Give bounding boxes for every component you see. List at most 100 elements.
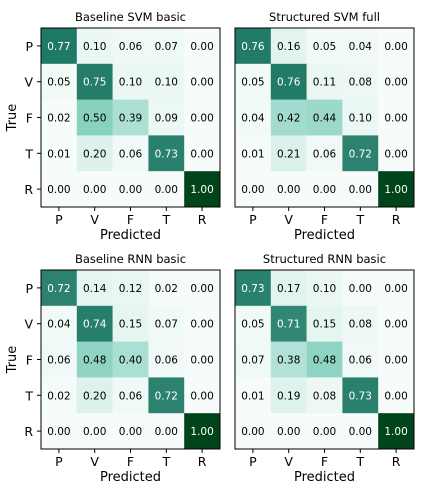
heatmap-cell <box>342 28 379 65</box>
cell-value-label: 0.17 <box>277 283 300 295</box>
heatmap-cell <box>378 270 415 307</box>
heatmap-cell <box>342 63 379 100</box>
chart-title: Baseline SVM basic <box>75 10 186 24</box>
x-tick-label: R <box>392 212 401 227</box>
x-tick-label: V <box>284 454 293 469</box>
x-tick-label: F <box>127 212 134 227</box>
chart-title: Structured SVM full <box>269 10 380 24</box>
cell-value-label: 0.38 <box>277 355 300 367</box>
heatmap-cell <box>342 413 379 450</box>
heatmap-cell <box>342 377 379 414</box>
chart-title: Structured RNN basic <box>263 252 386 266</box>
heatmap-cell <box>112 135 149 172</box>
heatmap-cell <box>270 413 307 450</box>
cell-value-label: 0.10 <box>155 77 178 89</box>
heatmap-cell <box>184 341 221 378</box>
heatmap-cell <box>270 99 307 136</box>
heatmap-cell <box>41 270 78 307</box>
y-tick-label: T <box>24 146 33 161</box>
heatmap-cell <box>148 413 185 450</box>
cell-value-label: 0.00 <box>384 355 407 367</box>
x-axis-label: Predicted <box>294 228 355 243</box>
cell-value-label: 0.11 <box>313 77 336 89</box>
heatmap-cell <box>306 377 343 414</box>
heatmap-cell <box>378 99 415 136</box>
cell-value-label: 0.00 <box>190 41 213 53</box>
heatmap-cell <box>112 413 149 450</box>
cell-value-label: 0.04 <box>349 41 373 53</box>
heatmap-cell <box>184 171 221 208</box>
heatmap-cell <box>76 135 113 172</box>
heatmap-cell <box>306 171 343 208</box>
heatmap-cell <box>76 28 113 65</box>
heatmap-cell <box>41 413 78 450</box>
x-axis-label: Predicted <box>100 228 161 243</box>
x-tick-label: T <box>355 212 364 227</box>
cell-value-label: 0.15 <box>313 319 336 331</box>
heatmap-cell <box>184 63 221 100</box>
heatmap-cell <box>235 171 272 208</box>
cell-value-label: 0.00 <box>384 283 407 295</box>
heatmap-cell <box>148 270 185 307</box>
y-tick-label: F <box>26 353 33 368</box>
heatmap-cell <box>184 28 221 65</box>
cell-value-label: 0.00 <box>47 184 70 196</box>
cell-value-label: 0.02 <box>155 283 178 295</box>
cell-value-label: 0.01 <box>241 390 264 402</box>
cell-value-label: 0.08 <box>313 390 336 402</box>
x-tick-label: F <box>127 454 134 469</box>
heatmap-cell <box>235 63 272 100</box>
heatmap-cell <box>342 135 379 172</box>
heatmap-cell <box>235 413 272 450</box>
cell-value-label: 0.07 <box>155 319 178 331</box>
heatmap-cell <box>270 377 307 414</box>
heatmap-cell <box>184 305 221 342</box>
cell-value-label: 0.48 <box>313 355 336 367</box>
heatmap-cell <box>270 305 307 342</box>
heatmap-cell <box>306 99 343 136</box>
heatmap-cell <box>112 28 149 65</box>
cell-value-label: 0.72 <box>349 148 372 160</box>
y-tick-label: T <box>24 388 33 403</box>
cell-value-label: 0.00 <box>384 41 407 53</box>
cell-value-label: 0.06 <box>155 355 179 367</box>
heatmap-cell <box>76 270 113 307</box>
x-tick-label: T <box>161 212 170 227</box>
heatmap-cell <box>270 270 307 307</box>
x-tick-label: P <box>249 212 257 227</box>
cell-value-label: 0.74 <box>83 319 107 331</box>
cell-value-label: 0.10 <box>313 283 336 295</box>
heatmap-cell <box>378 28 415 65</box>
heatmap-cell <box>342 270 379 307</box>
x-tick-label: R <box>392 454 401 469</box>
cell-value-label: 0.73 <box>241 283 264 295</box>
x-tick-label: F <box>321 454 328 469</box>
y-tick-label: V <box>24 317 33 332</box>
cell-value-label: 0.04 <box>241 113 265 125</box>
cell-value-label: 0.06 <box>119 148 143 160</box>
heatmap-cell <box>112 270 149 307</box>
heatmap-cell <box>41 377 78 414</box>
x-axis-label: Predicted <box>294 470 355 485</box>
cell-value-label: 0.00 <box>83 184 106 196</box>
cell-value-label: 0.00 <box>277 184 300 196</box>
cell-value-label: 0.00 <box>190 283 213 295</box>
x-tick-label: T <box>161 454 170 469</box>
cell-value-label: 0.06 <box>47 355 71 367</box>
heatmap-cell <box>112 341 149 378</box>
cell-value-label: 0.42 <box>277 113 300 125</box>
cell-value-label: 0.44 <box>313 113 337 125</box>
x-tick-label: V <box>90 454 99 469</box>
heatmap-cell <box>112 305 149 342</box>
cell-value-label: 0.00 <box>384 319 407 331</box>
cell-value-label: 0.00 <box>83 426 106 438</box>
heatmap-cell <box>378 377 415 414</box>
cell-value-label: 0.00 <box>349 184 372 196</box>
cell-value-label: 0.19 <box>277 390 300 402</box>
cell-value-label: 0.00 <box>190 113 213 125</box>
cell-value-label: 0.76 <box>241 41 265 53</box>
cell-value-label: 0.05 <box>47 77 70 89</box>
cell-value-label: 0.08 <box>349 77 372 89</box>
cell-value-label: 0.77 <box>47 41 70 53</box>
